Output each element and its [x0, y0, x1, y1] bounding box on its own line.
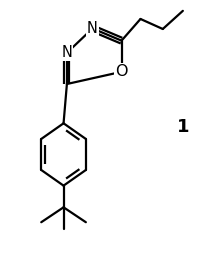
Text: O: O — [115, 64, 128, 79]
Text: N: N — [62, 45, 72, 60]
Text: N: N — [87, 21, 98, 36]
Text: 1: 1 — [177, 118, 189, 136]
